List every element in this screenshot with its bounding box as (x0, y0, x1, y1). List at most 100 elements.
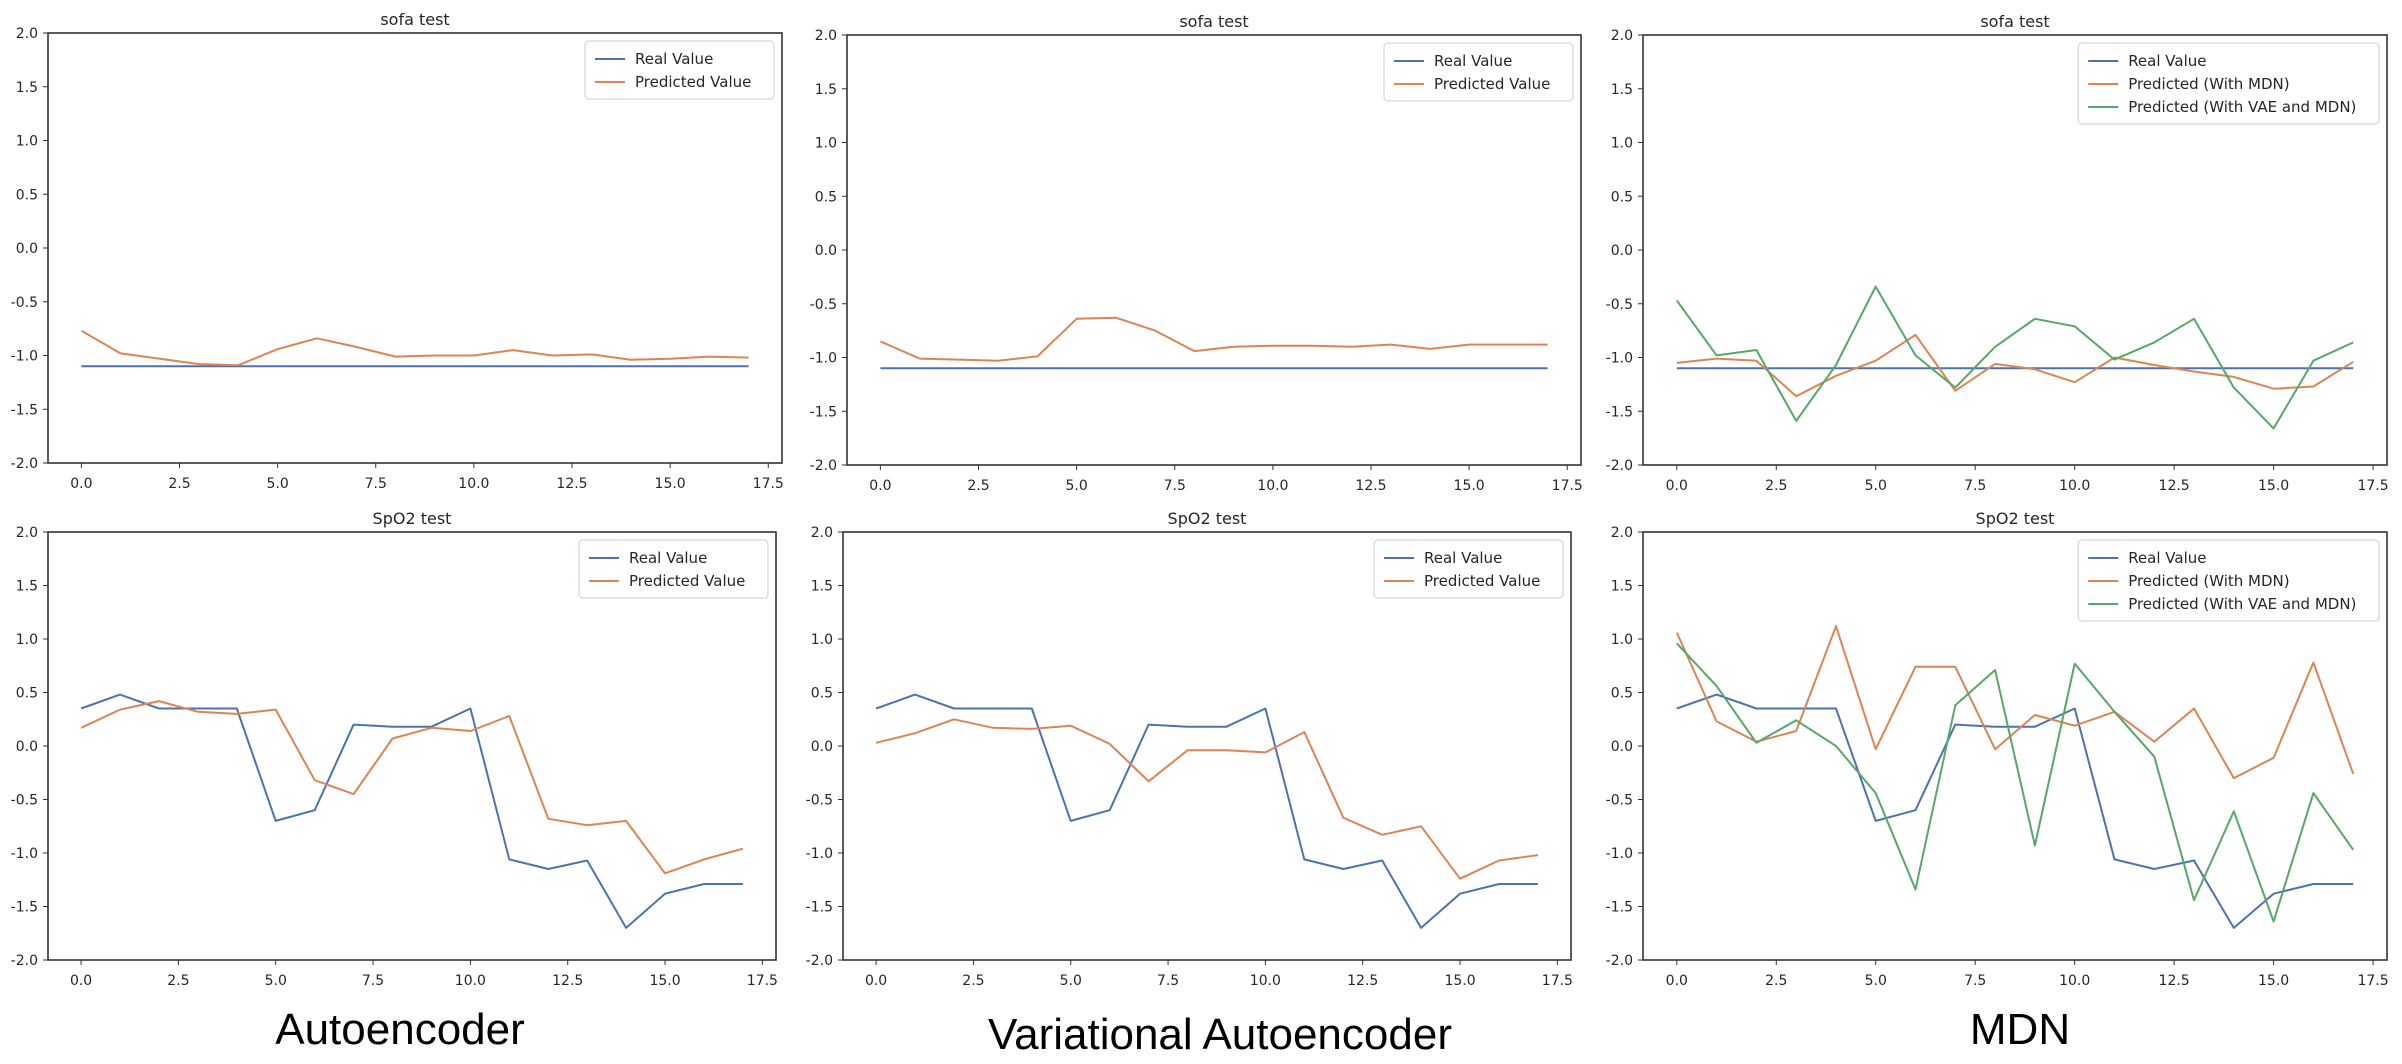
y-tick-label: -1.5 (810, 404, 837, 420)
axes-frame (47, 32, 783, 464)
x-tick-label: 12.5 (1355, 478, 1386, 494)
y-tick-label: 2.0 (16, 525, 38, 541)
y-tick-label: 0.0 (811, 739, 833, 755)
y-tick-label: -2.0 (11, 456, 38, 472)
caption-mdn: MDN (1969, 1005, 2071, 1054)
x-tick-label: 2.5 (1765, 973, 1787, 989)
y-tick-label: -1.5 (1606, 404, 1633, 420)
y-tick-label: 1.0 (16, 632, 38, 648)
series-line-1 (80, 700, 744, 875)
x-tick-label: 15.0 (655, 476, 686, 492)
chart-panel-0: sofa test -2.0 -1.5 -1.0 -0.5 0.0 0.5 1.0 1.5 2.0… (11, 10, 784, 492)
legend-label: Predicted (With VAE and MDN) (2128, 98, 2356, 116)
y-tick-label: -1.0 (1606, 351, 1633, 367)
y-tick-label: 2.0 (815, 28, 837, 44)
series-line-0 (875, 693, 1538, 929)
x-tick-label: 0.0 (1666, 478, 1688, 494)
x-tick-label: 15.0 (649, 973, 680, 989)
chart-panel-2: sofa test -2.0 -1.5 -1.0 -0.5 0.0 0.5 1.0 1.5 2.0… (1606, 12, 2389, 494)
x-tick-label: 10.0 (2059, 478, 2090, 494)
legend: Real Value Predicted (With MDN) Predicted … (2077, 42, 2380, 125)
x-tick-label: 0.0 (869, 478, 891, 494)
legend-label: Real Value (2128, 549, 2206, 567)
y-tick-label: 2.0 (16, 26, 38, 42)
y-tick-label: 1.5 (815, 82, 837, 98)
legend-label: Predicted Value (635, 73, 751, 91)
y-tick-label: -1.0 (806, 846, 833, 862)
legend-label: Predicted (With MDN) (2128, 75, 2289, 93)
y-tick-label: 0.5 (16, 686, 38, 702)
chart-title: SpO2 test (1168, 509, 1247, 528)
y-tick-label: -1.5 (1606, 900, 1633, 916)
x-tick-label: 17.5 (2357, 973, 2388, 989)
y-tick-label: -1.0 (810, 351, 837, 367)
y-tick-label: 0.0 (815, 243, 837, 259)
series-line-1 (879, 316, 1548, 362)
x-tick-label: 10.0 (1250, 973, 1281, 989)
y-tick-label: -0.5 (806, 793, 833, 809)
chart-panel-5: SpO2 test -2.0 -1.5 -1.0 -0.5 0.0 0.5 1.0 1.5 2.0… (1606, 509, 2389, 989)
y-tick-label: 1.0 (811, 632, 833, 648)
x-tick-label: 10.0 (2059, 973, 2090, 989)
x-tick-label: 17.5 (753, 476, 784, 492)
chart-panel-4: SpO2 test -2.0 -1.5 -1.0 -0.5 0.0 0.5 1.0 1.5 2.0… (806, 509, 1573, 989)
x-tick-label: 5.0 (1865, 973, 1887, 989)
series-line-1 (875, 718, 1539, 880)
legend-box (2077, 539, 2380, 622)
y-tick-label: 1.0 (1611, 136, 1633, 152)
chart-title: sofa test (1179, 12, 1248, 31)
y-tick-label: 0.0 (16, 739, 38, 755)
series-line-1 (80, 329, 749, 367)
x-tick-label: 10.0 (1257, 478, 1288, 494)
y-tick-label: -1.0 (11, 846, 38, 862)
x-tick-label: 17.5 (1542, 973, 1573, 989)
x-tick-label: 12.5 (1347, 973, 1378, 989)
axes-frame (47, 531, 777, 961)
y-tick-label: -1.5 (11, 900, 38, 916)
x-tick-label: 7.5 (1964, 973, 1986, 989)
y-tick-label: 0.0 (16, 241, 38, 257)
y-tick-label: 2.0 (811, 525, 833, 541)
y-tick-label: 1.5 (16, 80, 38, 96)
legend-label: Predicted Value (1434, 75, 1550, 93)
x-tick-label: 2.5 (1765, 478, 1787, 494)
x-tick-label: 2.5 (962, 973, 984, 989)
x-tick-label: 0.0 (1666, 973, 1688, 989)
y-tick-label: 0.0 (1611, 739, 1633, 755)
legend-box (1373, 539, 1564, 599)
legend-label: Real Value (1434, 52, 1512, 70)
series-line-2 (1675, 285, 2354, 430)
axes-frame (846, 34, 1582, 466)
x-tick-label: 7.5 (1157, 973, 1179, 989)
y-tick-label: -0.5 (1606, 793, 1633, 809)
chart-panel-1: sofa test -2.0 -1.5 -1.0 -0.5 0.0 0.5 1.0 1.5 2.0… (810, 12, 1583, 494)
y-tick-label: 0.5 (811, 686, 833, 702)
legend-box (584, 40, 775, 100)
y-tick-label: -0.5 (810, 297, 837, 313)
legend-label: Real Value (2128, 52, 2206, 70)
y-tick-label: 0.0 (1611, 243, 1633, 259)
x-tick-label: 17.5 (1552, 478, 1583, 494)
y-tick-label: 1.5 (811, 579, 833, 595)
series-line-1 (1676, 333, 2354, 398)
y-tick-label: -0.5 (11, 793, 38, 809)
y-tick-label: 0.5 (1611, 686, 1633, 702)
y-tick-label: -1.0 (1606, 846, 1633, 862)
y-tick-label: 2.0 (1611, 525, 1633, 541)
x-tick-label: 15.0 (2258, 478, 2289, 494)
x-tick-label: 7.5 (1164, 478, 1186, 494)
x-tick-label: 2.5 (967, 478, 989, 494)
legend-label: Real Value (635, 50, 713, 68)
legend: Real Value Predicted Value (1373, 539, 1564, 599)
caption-variational-autoencoder: Variational Autoencoder (988, 1010, 1452, 1059)
legend-box (578, 539, 769, 599)
y-tick-label: 1.0 (1611, 632, 1633, 648)
y-tick-label: -0.5 (1606, 297, 1633, 313)
axes-frame (1642, 531, 2388, 961)
y-tick-label: 1.0 (16, 134, 38, 150)
legend: Real Value Predicted Value (578, 539, 769, 599)
axes-frame (842, 531, 1572, 961)
x-tick-label: 15.0 (1454, 478, 1485, 494)
series-line-0 (1676, 693, 2354, 929)
